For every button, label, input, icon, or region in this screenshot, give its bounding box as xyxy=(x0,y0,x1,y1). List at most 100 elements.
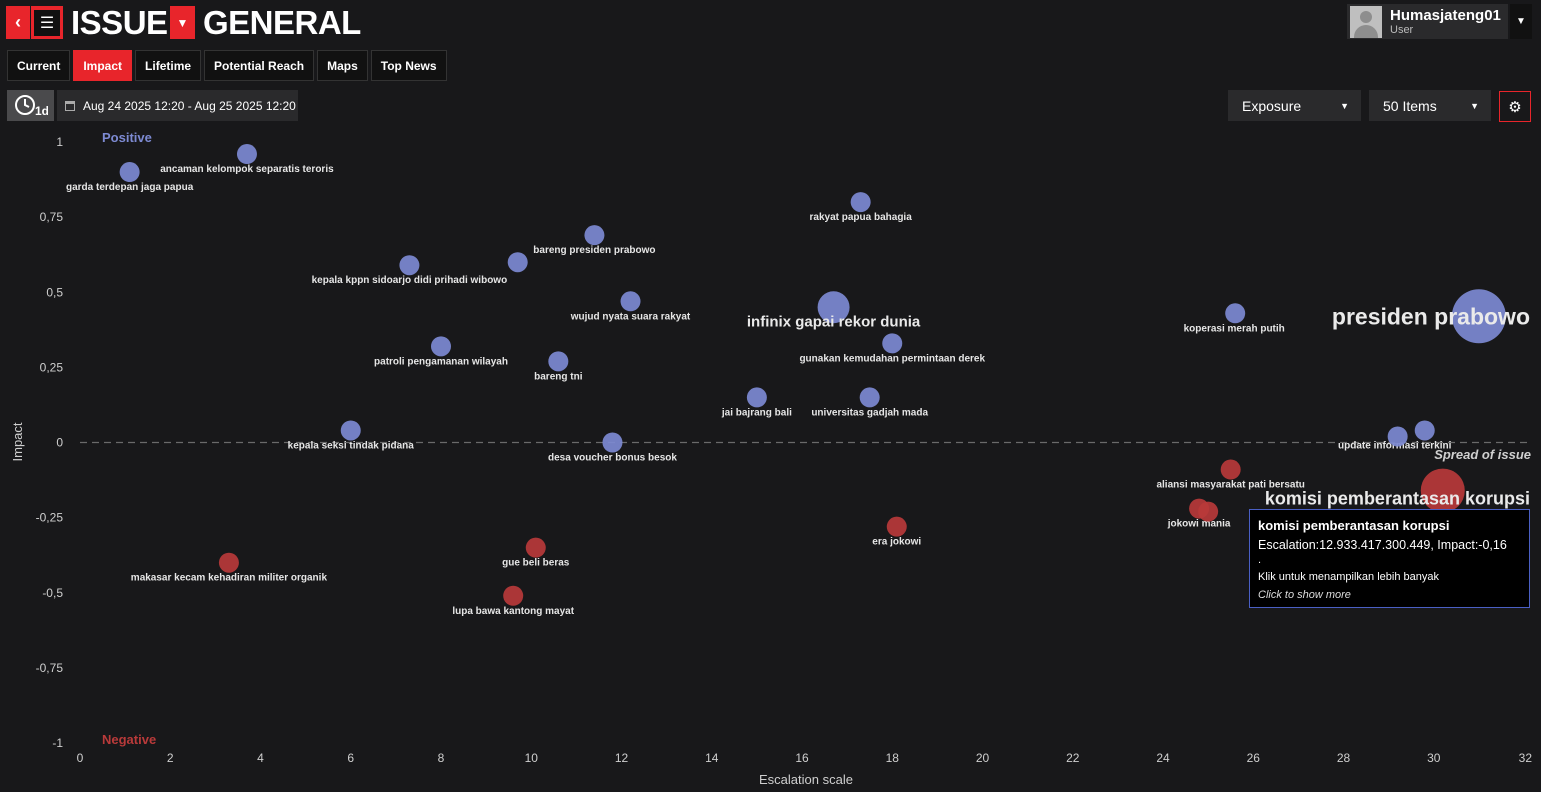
chevron-left-icon: ‹ xyxy=(15,12,21,32)
caret-down-icon: ▼ xyxy=(1516,16,1526,27)
y-tick-label: -0,25 xyxy=(36,511,64,525)
data-point-label: universitas gadjah mada xyxy=(811,407,928,418)
back-button[interactable]: ‹ xyxy=(6,6,30,39)
menu-button[interactable]: ☰ xyxy=(31,6,63,39)
data-point-label: bareng tni xyxy=(534,371,583,382)
x-tick-label: 32 xyxy=(1519,751,1533,765)
x-tick-label: 30 xyxy=(1427,751,1441,765)
x-tick-label: 26 xyxy=(1247,751,1261,765)
data-point xyxy=(850,192,871,213)
data-point xyxy=(1220,459,1241,480)
data-point xyxy=(340,420,361,441)
x-tick-label: 22 xyxy=(1066,751,1080,765)
data-point xyxy=(602,432,623,453)
negative-label: Negative xyxy=(102,732,156,747)
page-title-issue: ISSUE xyxy=(71,4,168,41)
x-tick-label: 4 xyxy=(257,751,264,765)
data-point xyxy=(584,225,605,246)
tooltip-dot: . xyxy=(1258,554,1262,566)
date-range-picker[interactable]: Aug 24 2025 12:20 - Aug 25 2025 12:20 xyxy=(57,90,298,121)
user-menu-button[interactable]: ▼ xyxy=(1510,4,1532,39)
data-point xyxy=(1225,303,1246,324)
x-tick-label: 12 xyxy=(615,751,629,765)
clock-icon: 1d xyxy=(14,94,48,118)
tooltip-hint: Klik untuk menampilkan lebih banyak xyxy=(1258,571,1439,583)
y-tick-label: 0,25 xyxy=(40,360,64,374)
tab-maps[interactable]: Maps xyxy=(317,50,368,81)
tab-lifetime[interactable]: Lifetime xyxy=(135,50,202,81)
data-point-label: makasar kecam kehadiran militer organik xyxy=(131,573,328,584)
y-tick-label: -0,75 xyxy=(36,661,64,675)
items-select[interactable]: 50 Items ▼ xyxy=(1369,90,1491,121)
x-tick-label: 10 xyxy=(525,751,539,765)
data-point xyxy=(399,255,420,276)
tab-top-news[interactable]: Top News xyxy=(370,50,447,81)
data-point-label: gue beli beras xyxy=(502,558,570,569)
data-point xyxy=(886,516,907,537)
y-tick-label: 0,75 xyxy=(40,210,64,224)
data-point-label: aliansi masyarakat pati bersatu xyxy=(1156,480,1304,491)
y-tick-label: -0,5 xyxy=(42,586,63,600)
time-range-button[interactable]: 1d xyxy=(7,90,54,121)
x-tick-label: 0 xyxy=(77,751,84,765)
data-point xyxy=(1198,501,1219,522)
data-point-label: bareng presiden prabowo xyxy=(533,245,655,256)
user-name: Humasjateng01 xyxy=(1390,6,1501,24)
data-point-label: infinix gapai rekor dunia xyxy=(747,313,921,330)
data-point xyxy=(859,387,880,408)
x-tick-label: 24 xyxy=(1156,751,1170,765)
caret-down-icon: ▼ xyxy=(1470,100,1479,111)
data-point xyxy=(503,585,524,606)
user-profile[interactable]: Humasjateng01 User xyxy=(1347,4,1508,39)
impact-scatter-chart: 10,750,50,250-0,25-0,5-0,75-10 2 4 6 8 10 12 14… xyxy=(10,130,1533,787)
data-point-label: koperasi merah putih xyxy=(1184,323,1285,334)
avatar xyxy=(1350,5,1382,38)
data-point xyxy=(218,552,239,573)
page-title-general: GENERAL xyxy=(203,4,361,41)
x-tick-label: 28 xyxy=(1337,751,1351,765)
data-point xyxy=(507,252,528,273)
data-point xyxy=(431,336,451,357)
data-point-label: ancaman kelompok separatis teroris xyxy=(160,164,334,175)
data-point-label: patroli pengamanan wilayah xyxy=(374,356,508,367)
data-point-label: era jokowi xyxy=(872,537,921,548)
clock-label: 1d xyxy=(35,104,48,118)
data-point xyxy=(525,537,546,558)
y-tick-label: 0,5 xyxy=(46,285,63,299)
tab-impact[interactable]: Impact xyxy=(73,50,133,81)
tooltip-hint-en: Click to show more xyxy=(1258,589,1351,601)
data-point xyxy=(1387,426,1408,447)
metric-select[interactable]: Exposure ▼ xyxy=(1228,90,1361,121)
x-tick-label: 6 xyxy=(347,751,354,765)
data-point xyxy=(746,387,767,408)
x-tick-label: 2 xyxy=(167,751,174,765)
x-axis-title: Escalation scale xyxy=(759,772,853,787)
issue-dropdown-button[interactable]: ▼ xyxy=(170,6,195,39)
data-point-label: rakyat papua bahagia xyxy=(810,212,913,223)
data-point xyxy=(620,291,641,312)
items-select-value: 50 Items xyxy=(1383,97,1437,114)
data-point-label: gunakan kemudahan permintaan derek xyxy=(799,353,985,364)
tab-potential-reach[interactable]: Potential Reach xyxy=(204,50,315,81)
y-axis-title: Impact xyxy=(10,422,25,461)
gear-icon: ⚙ xyxy=(1508,98,1522,116)
data-point-label: desa voucher bonus besok xyxy=(548,453,677,464)
data-point xyxy=(882,333,903,354)
data-point xyxy=(1451,289,1506,344)
data-point xyxy=(1414,420,1435,441)
data-point-label: presiden prabowo xyxy=(1332,303,1530,329)
user-role: User xyxy=(1390,23,1414,36)
x-tick-label: 18 xyxy=(886,751,900,765)
settings-button[interactable]: ⚙ xyxy=(1499,91,1531,122)
x-tick-label: 14 xyxy=(705,751,719,765)
y-tick-label: 0 xyxy=(56,436,63,450)
positive-label: Positive xyxy=(102,130,152,145)
data-point-label: wujud nyata suara rakyat xyxy=(570,311,691,322)
data-point-label: lupa bawa kantong mayat xyxy=(452,606,574,617)
chart-tooltip[interactable]: komisi pemberantasan korupsi Escalation:… xyxy=(1249,509,1530,608)
data-point xyxy=(817,291,850,324)
tooltip-values: Escalation:12.933.417.300.449, Impact:-0… xyxy=(1258,538,1507,552)
caret-down-icon: ▼ xyxy=(176,15,189,30)
hamburger-menu-icon: ☰ xyxy=(34,9,60,36)
tab-current[interactable]: Current xyxy=(7,50,71,81)
